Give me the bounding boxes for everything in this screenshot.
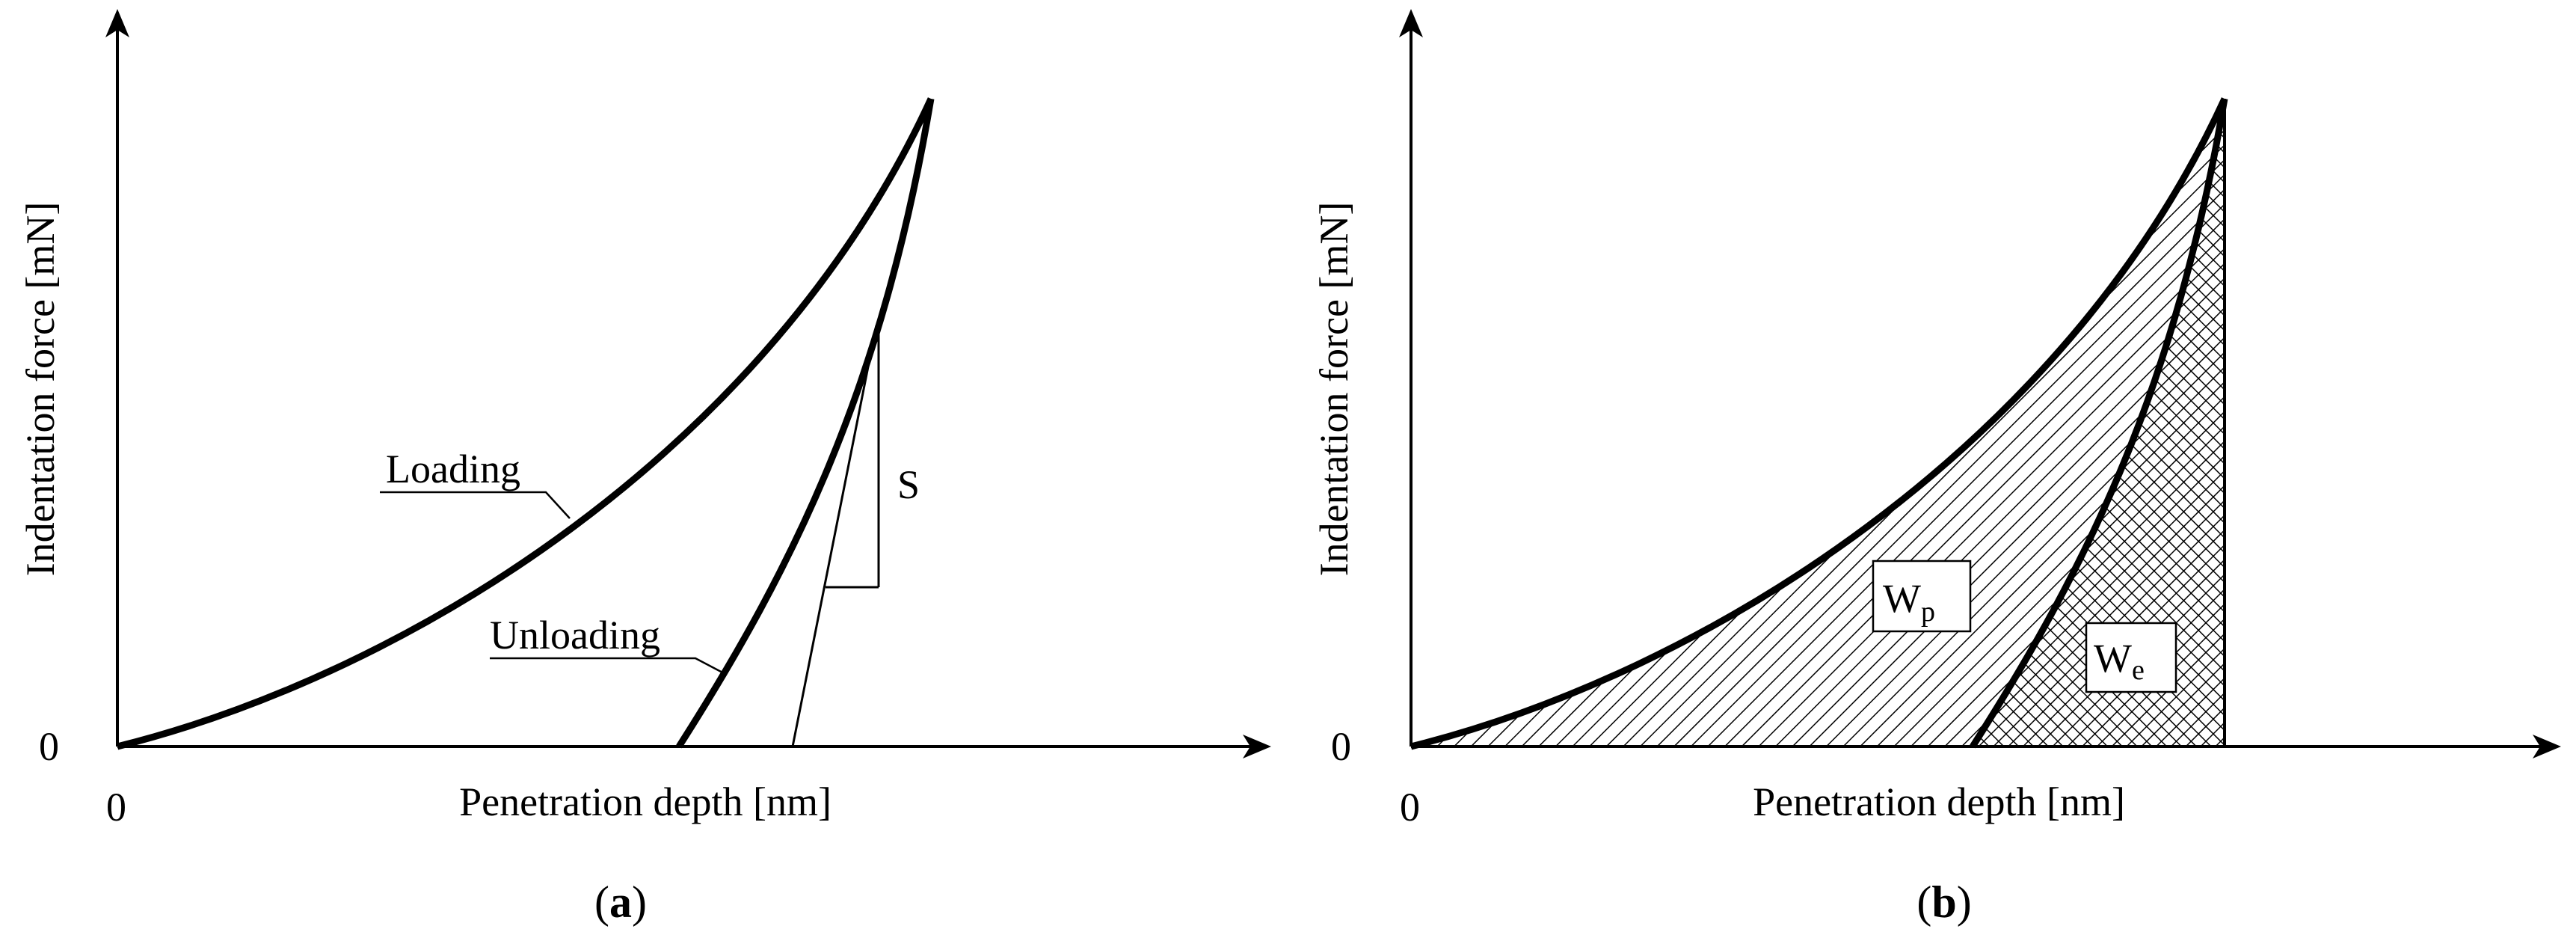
panel-b-y-zero: 0 — [1331, 724, 1351, 769]
panel-a-unloading-label: Unloading — [490, 613, 660, 658]
panel-b-wp-label: Wp — [1883, 576, 1935, 628]
panel-a-y-zero: 0 — [39, 724, 59, 769]
panel-b-x-zero: 0 — [1400, 785, 1420, 830]
panel-b-loading-curve — [1410, 97, 2228, 750]
panel-a-caption: (a) — [594, 877, 647, 927]
panel-a-stiffness-label: S — [897, 462, 920, 507]
panel-b-y-axis-arrow-icon — [1399, 9, 1423, 37]
panel-b-x-axis-arrow-icon — [2533, 735, 2561, 758]
panel-b-y-axis-title: Indentation force [mN] — [1312, 202, 1356, 577]
panel-a-unloading-curve — [676, 98, 935, 749]
panel-b-plastic-work-area — [1411, 99, 2225, 747]
panel-b-x-axis-title: Penetration depth [nm] — [1753, 779, 2125, 824]
panel-b-we-label: We — [2094, 636, 2145, 686]
panel-a-x-axis-arrow-icon — [1243, 735, 1271, 758]
panel-b-we-box — [2085, 622, 2177, 693]
panel-b-unloading-curve — [1970, 98, 2228, 749]
panel-a-x-axis-title: Penetration depth [nm] — [459, 779, 831, 824]
panel-b-wp-box — [1872, 560, 1972, 633]
panel-b-elastic-work-area — [1973, 99, 2225, 747]
panel-a: Loading Unloading S 0 0 Penetration dept… — [18, 9, 1271, 927]
panel-a-loading-label: Loading — [386, 447, 520, 491]
panel-a-y-axis-title: Indentation force [mN] — [18, 202, 63, 577]
panel-a-y-axis-arrow-icon — [105, 9, 129, 37]
panel-a-tangent-line — [791, 325, 878, 747]
panel-b: Wp We 0 0 Penetration depth [nm] Indenta… — [1312, 9, 2561, 927]
panel-a-unloading-leader — [490, 657, 725, 675]
panel-a-x-zero: 0 — [106, 785, 126, 830]
panel-a-loading-leader — [380, 491, 571, 519]
panel-a-loading-curve — [116, 97, 935, 750]
panel-b-caption: (b) — [1916, 877, 1971, 927]
